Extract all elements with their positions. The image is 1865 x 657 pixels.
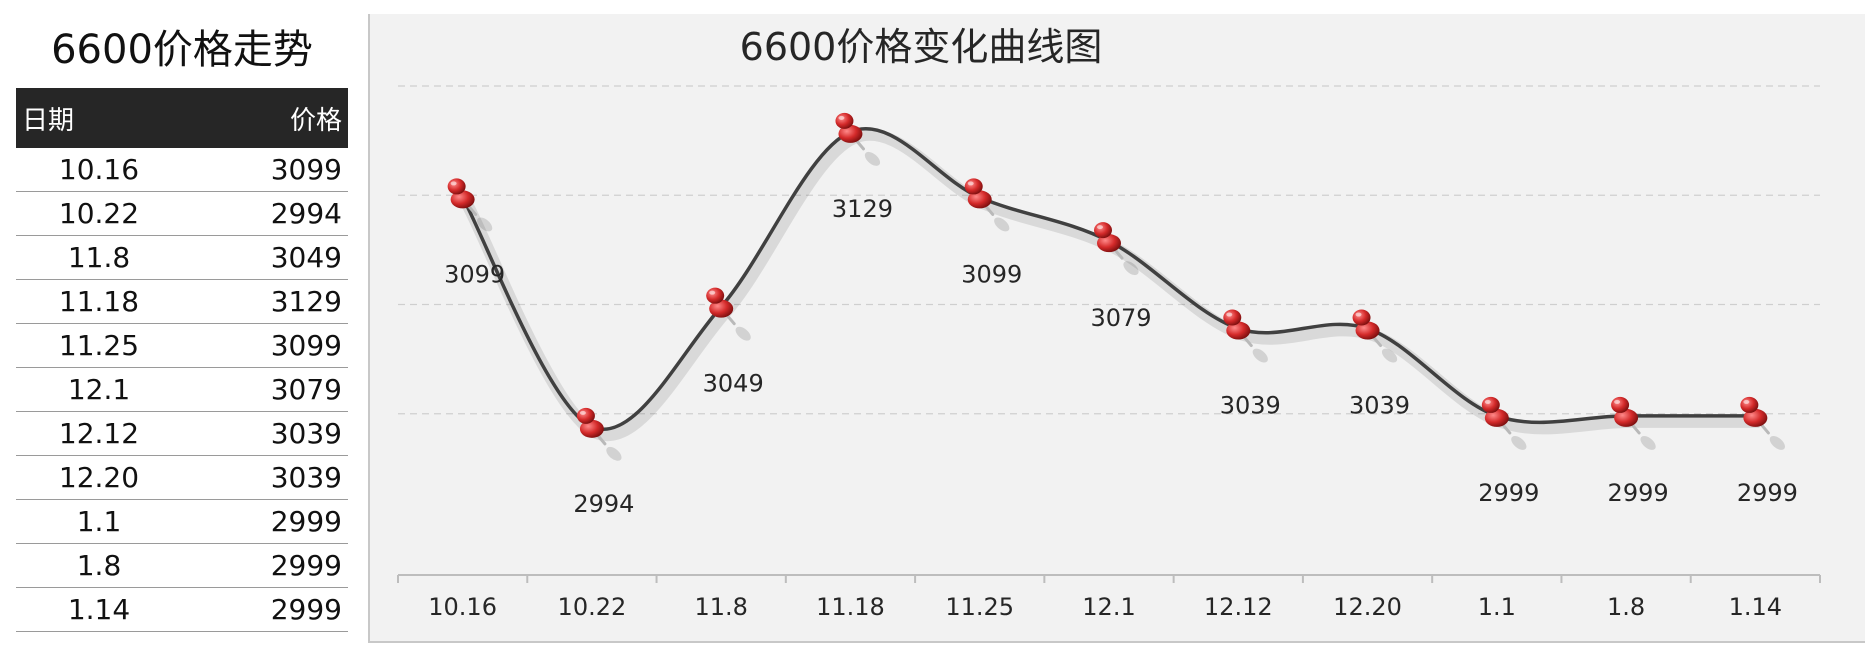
series-line-group <box>461 127 1760 442</box>
date-cell: 11.8 <box>16 235 182 280</box>
date-cell: 11.25 <box>16 323 182 368</box>
chart-panel: 6600价格变化曲线图 10.16 10.22 11.8 11.18 11.25 12.1… <box>368 14 1865 643</box>
x-tick-label: 12.1 <box>1082 593 1135 621</box>
x-tick-label: 1.8 <box>1607 593 1645 621</box>
date-cell: 10.16 <box>16 148 182 192</box>
date-cell: 1.14 <box>16 587 182 632</box>
price-table: 日期 价格 10.16 3099 10.22 2994 11.8 3049 11.18… <box>16 88 348 632</box>
data-label-group: 3099 2994 3049 3129 3099 3079 3039 3039 2999 2999… <box>444 195 1798 518</box>
date-column-header: 日期 <box>16 88 182 148</box>
price-cell: 2994 <box>182 191 348 236</box>
red-pushpin-icon <box>706 287 751 341</box>
x-tick-label: 10.22 <box>558 593 627 621</box>
marker-group <box>447 112 1785 461</box>
data-label: 3049 <box>703 370 764 398</box>
date-cell: 10.22 <box>16 191 182 236</box>
x-tick-label: 11.25 <box>945 593 1014 621</box>
price-cell: 3039 <box>182 411 348 456</box>
data-label: 2999 <box>1608 479 1669 507</box>
table-header-row: 日期 价格 <box>16 88 348 148</box>
price-cell: 2999 <box>182 587 348 632</box>
red-pushpin-icon <box>1481 396 1527 450</box>
series-line-shadow <box>461 128 1760 442</box>
price-cell: 2999 <box>182 543 348 588</box>
price-table-panel: 6600价格走势 日期 价格 10.16 3099 10.22 2994 11.8 3… <box>16 12 348 632</box>
price-cell: 2999 <box>182 499 348 544</box>
series-line <box>461 127 1756 431</box>
data-label: 2999 <box>1478 479 1539 507</box>
red-pushpin-icon <box>835 112 881 166</box>
data-label: 3079 <box>1090 304 1151 332</box>
price-column-header: 价格 <box>182 88 348 148</box>
price-cell: 3039 <box>182 455 348 500</box>
x-tick-label: 11.18 <box>816 593 885 621</box>
data-label: 2994 <box>573 490 634 518</box>
price-cell: 3049 <box>182 235 348 280</box>
red-pushpin-icon <box>447 178 493 232</box>
x-tick-label: 10.16 <box>428 593 497 621</box>
table-title: 6600价格走势 <box>51 27 313 73</box>
table-row: 11.25 3099 <box>16 323 348 368</box>
red-pushpin-icon <box>1740 396 1785 450</box>
data-label: 2999 <box>1737 479 1798 507</box>
table-row: 11.8 3049 <box>16 235 348 280</box>
x-axis: 10.16 10.22 11.8 11.18 11.25 12.1 12.12 12.20 1.… <box>397 574 1821 621</box>
chart-title: 6600价格变化曲线图 <box>740 25 1103 69</box>
red-pushpin-icon <box>1352 309 1398 363</box>
date-cell: 12.1 <box>16 367 182 412</box>
date-cell: 12.12 <box>16 411 182 456</box>
price-cell: 3079 <box>182 367 348 412</box>
data-label: 3129 <box>832 195 893 223</box>
red-pushpin-icon <box>576 407 622 461</box>
price-cell: 3099 <box>182 148 348 192</box>
grid-lines <box>398 85 1820 415</box>
red-pushpin-icon <box>1223 309 1268 363</box>
data-label: 3099 <box>444 260 505 288</box>
x-tick-label: 12.20 <box>1333 593 1402 621</box>
table-row: 1.8 2999 <box>16 543 348 588</box>
data-label: 3039 <box>1349 392 1410 420</box>
table-row: 12.1 3079 <box>16 367 348 412</box>
x-tick-label: 1.1 <box>1478 593 1516 621</box>
date-cell: 1.8 <box>16 543 182 588</box>
price-cell: 3129 <box>182 279 348 324</box>
table-row: 11.18 3129 <box>16 279 348 324</box>
x-tick-label: 1.14 <box>1729 593 1782 621</box>
data-label: 3099 <box>961 260 1022 288</box>
price-cell: 3099 <box>182 323 348 368</box>
red-pushpin-icon <box>964 178 1010 232</box>
price-line-chart: 6600价格变化曲线图 10.16 10.22 11.8 11.18 11.25 12.1… <box>397 25 1821 621</box>
x-tick-label: 12.12 <box>1204 593 1273 621</box>
date-cell: 11.18 <box>16 279 182 324</box>
date-cell: 12.20 <box>16 455 182 500</box>
x-tick-label: 11.8 <box>694 593 747 621</box>
date-cell: 1.1 <box>16 499 182 544</box>
table-row: 1.1 2999 <box>16 499 348 544</box>
table-row: 1.14 2999 <box>16 587 348 632</box>
red-pushpin-icon <box>1094 222 1139 276</box>
red-pushpin-icon <box>1611 396 1656 450</box>
table-row: 12.12 3039 <box>16 411 348 456</box>
table-row: 10.22 2994 <box>16 191 348 236</box>
data-label: 3039 <box>1220 392 1281 420</box>
table-row: 12.20 3039 <box>16 455 348 500</box>
table-row: 10.16 3099 <box>16 148 348 192</box>
